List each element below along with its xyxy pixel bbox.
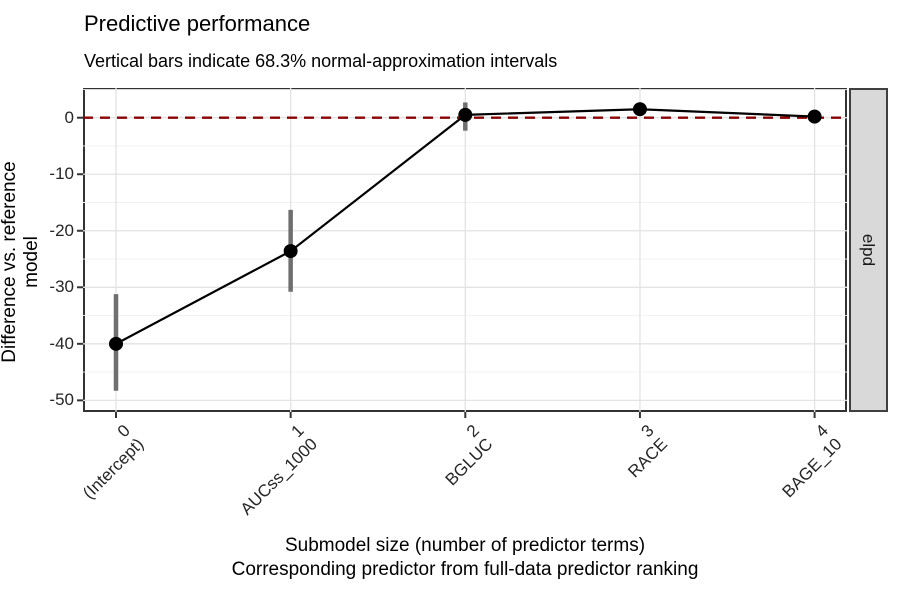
- plot-panel: [83, 88, 847, 412]
- y-tick-label: -10: [49, 164, 74, 184]
- y-tick-label: -20: [49, 220, 74, 240]
- facet-strip-label: elpd: [859, 233, 879, 267]
- x-tick-label: 0 (Intercept): [65, 421, 147, 503]
- x-tick-label: 2 BGLUC: [428, 421, 496, 489]
- x-axis-title-line1: Submodel size (number of predictor terms…: [284, 535, 646, 556]
- y-tick-label: 0: [64, 107, 74, 127]
- y-tick-label: -40: [49, 333, 74, 353]
- y-tick-label: -30: [49, 277, 74, 297]
- page-title: Predictive performance: [84, 11, 311, 36]
- x-tick-label: 1 AUCss_1000: [224, 421, 321, 519]
- x-axis-title-line2: Corresponding predictor from full-data p…: [231, 559, 699, 580]
- x-tick-label: 4 BAGE_10: [765, 421, 846, 501]
- y-axis-title: Difference vs. reference model: [0, 161, 42, 363]
- y-tick-label: -50: [49, 390, 74, 410]
- page-subtitle: Vertical bars indicate 68.3% normal-appr…: [84, 51, 558, 71]
- x-tick-label: 3 RACE: [611, 421, 671, 481]
- facet-strip: elpd: [849, 88, 888, 412]
